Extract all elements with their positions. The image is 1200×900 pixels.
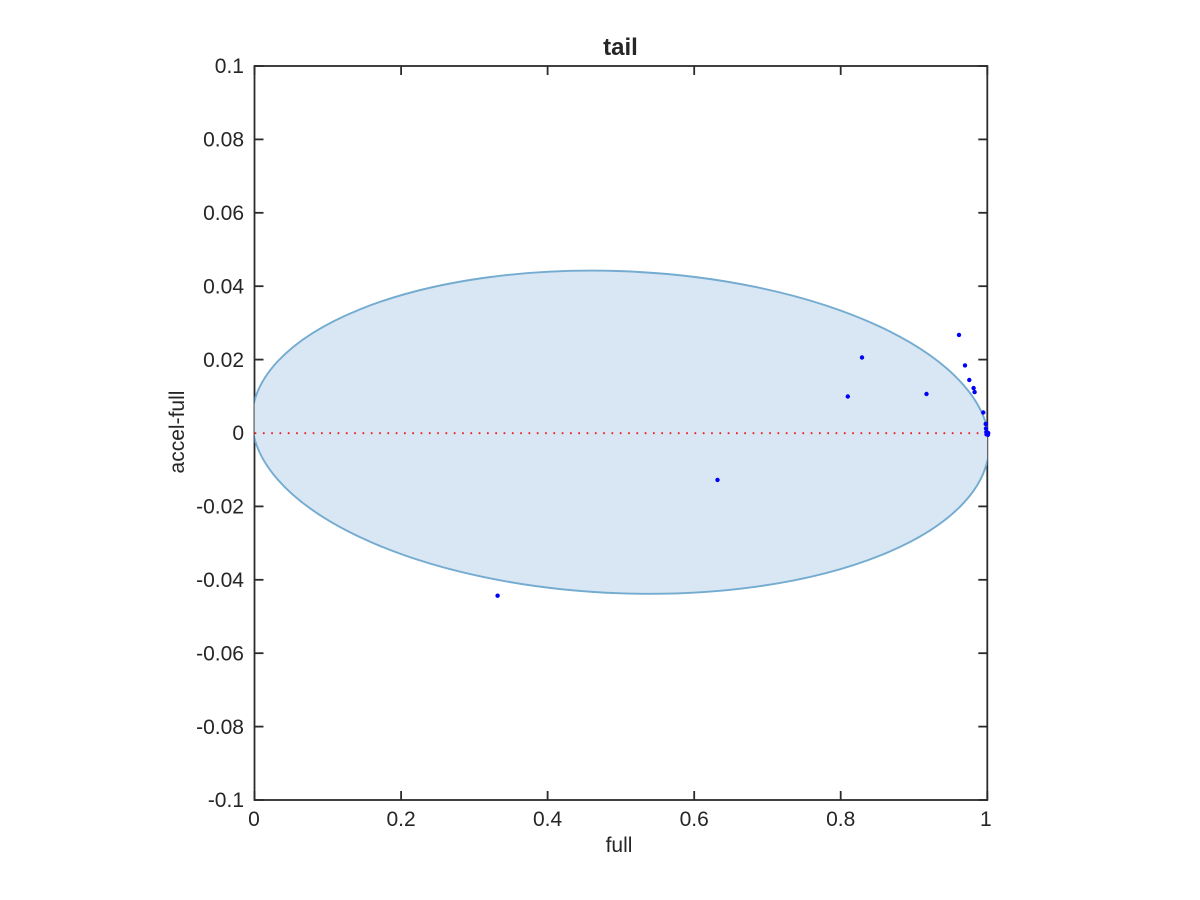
svg-text:accel-full: accel-full bbox=[166, 391, 189, 474]
svg-text:0.06: 0.06 bbox=[203, 202, 244, 225]
svg-text:0.8: 0.8 bbox=[826, 808, 855, 831]
svg-text:1: 1 bbox=[980, 808, 992, 831]
svg-text:0: 0 bbox=[248, 808, 260, 831]
svg-text:-0.04: -0.04 bbox=[196, 569, 244, 592]
svg-text:-0.1: -0.1 bbox=[208, 789, 244, 812]
svg-text:0.02: 0.02 bbox=[203, 349, 244, 372]
svg-text:full: full bbox=[606, 834, 633, 857]
svg-text:0.4: 0.4 bbox=[533, 808, 563, 831]
svg-text:0.6: 0.6 bbox=[680, 808, 709, 831]
svg-text:0.2: 0.2 bbox=[386, 808, 415, 831]
svg-text:-0.06: -0.06 bbox=[196, 642, 244, 665]
svg-text:-0.08: -0.08 bbox=[196, 716, 244, 739]
svg-text:tail: tail bbox=[603, 34, 638, 61]
svg-text:-0.02: -0.02 bbox=[196, 496, 244, 519]
svg-text:0.1: 0.1 bbox=[215, 55, 244, 78]
svg-text:0: 0 bbox=[232, 422, 244, 445]
svg-text:0.08: 0.08 bbox=[203, 129, 244, 152]
svg-text:0.04: 0.04 bbox=[203, 275, 244, 298]
